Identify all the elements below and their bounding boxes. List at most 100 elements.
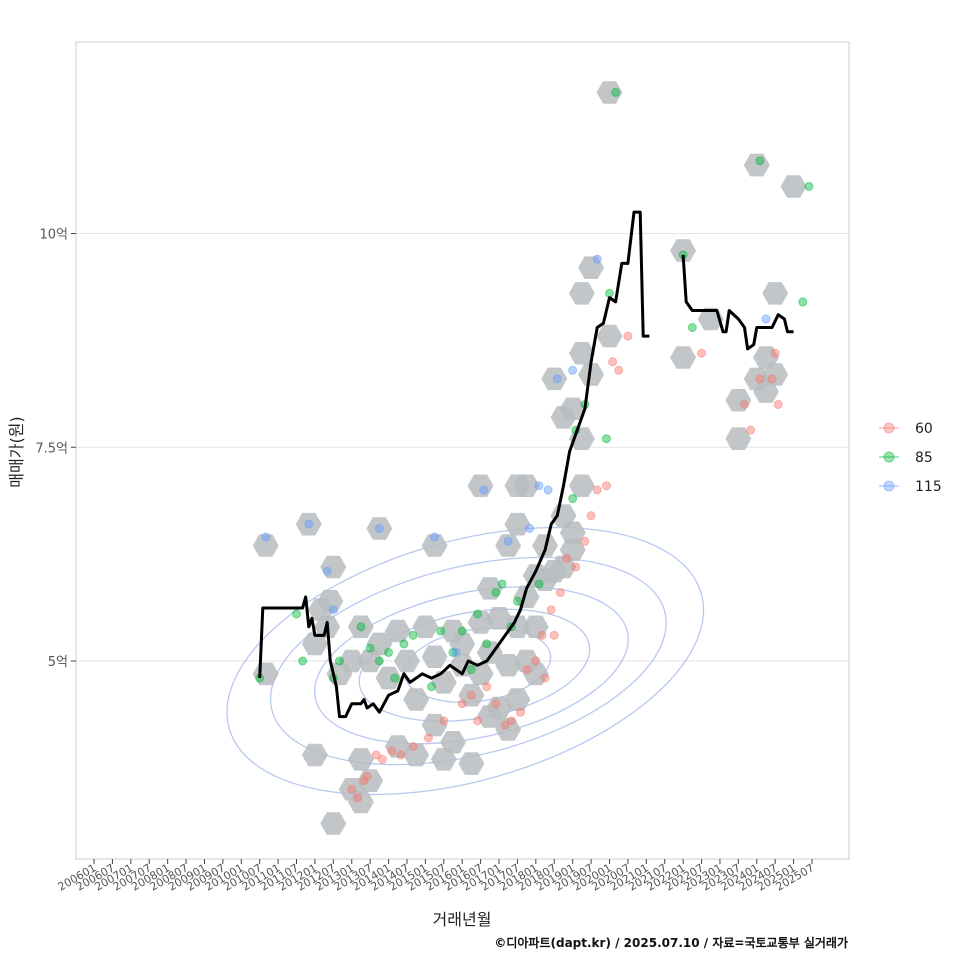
data-point-60 (377, 754, 387, 764)
y-axis-title: 매매가(원) (7, 416, 26, 487)
data-point-115 (304, 519, 314, 529)
legend-key-dot (883, 422, 895, 434)
data-point-85 (466, 665, 476, 675)
data-point-60 (396, 750, 406, 760)
data-point-115 (761, 314, 771, 324)
hexbin (347, 615, 374, 639)
data-point-85 (611, 87, 621, 97)
contour-ring (313, 586, 629, 745)
data-point-115 (592, 254, 602, 264)
data-point-60 (540, 673, 550, 683)
data-point-85 (601, 434, 611, 444)
data-point-85 (436, 626, 446, 636)
data-point-115 (261, 532, 271, 542)
y-tick-label: 5억 (48, 655, 68, 670)
hexbin (375, 666, 402, 690)
data-point-60 (608, 357, 618, 367)
data-point-60 (408, 742, 418, 751)
data-point-60 (623, 331, 633, 341)
data-point-85 (298, 656, 308, 666)
data-point-85 (384, 647, 394, 657)
data-point-85 (473, 609, 483, 619)
hexbin (421, 534, 448, 557)
data-point-85 (457, 626, 467, 636)
data-point-60 (531, 656, 541, 666)
hexbin (504, 688, 531, 711)
data-point-60 (347, 784, 357, 794)
y-axis-ticks: 5억 7.5억 10억 (35, 228, 76, 670)
hexbin (513, 474, 540, 497)
data-point-60 (746, 425, 756, 435)
legend-label: 60 (915, 421, 933, 437)
median-price-line-recent (681, 254, 794, 351)
data-point-60 (371, 750, 381, 760)
legend: 60 85 115 (879, 421, 942, 495)
hexbin (440, 731, 466, 754)
legend-label: 85 (915, 450, 933, 466)
data-point-85 (497, 579, 507, 589)
data-point-60 (770, 348, 780, 358)
data-point-60 (614, 365, 624, 375)
data-point-60 (522, 665, 532, 675)
data-point-85 (448, 647, 458, 657)
y-tick-label: 7.5억 (35, 441, 68, 456)
data-point-60 (387, 746, 397, 756)
panel-background (75, 41, 850, 860)
data-point-115 (543, 485, 553, 495)
data-point-85 (374, 656, 384, 666)
data-point-115 (525, 523, 535, 533)
data-point-60 (549, 630, 559, 640)
hexbin (753, 346, 779, 369)
data-point-85 (292, 609, 302, 619)
data-point-85 (568, 494, 578, 504)
hexbin (338, 649, 365, 673)
median-price-line (258, 210, 650, 719)
data-point-60 (592, 485, 602, 495)
data-point-60 (773, 400, 783, 409)
data-point-60 (571, 562, 581, 572)
hexbin (504, 512, 531, 536)
hexbin (421, 645, 448, 668)
data-point-60 (500, 720, 510, 730)
data-point-85 (356, 622, 366, 632)
hexbin (458, 752, 485, 775)
data-point-60 (601, 481, 611, 491)
hexbin (357, 649, 384, 673)
data-point-60 (482, 682, 492, 692)
data-point-115 (430, 532, 440, 542)
data-point-60 (473, 716, 483, 726)
data-point-60 (362, 771, 372, 781)
hexbin (596, 81, 623, 104)
data-point-115 (328, 605, 338, 615)
hexbin (559, 521, 586, 544)
hexbin (295, 512, 322, 536)
data-point-85 (390, 673, 400, 683)
x-axis-title: 거래년월 (433, 910, 492, 929)
hexbin (412, 615, 439, 639)
hexbin (513, 585, 540, 609)
hexbin (486, 607, 512, 630)
hexbin (522, 615, 549, 639)
data-point-85 (798, 297, 808, 307)
hexbin (421, 713, 448, 737)
data-point-60 (580, 536, 590, 546)
data-point-85 (804, 181, 814, 191)
legend-label: 115 (915, 479, 942, 495)
median-line-layer (258, 210, 794, 719)
hexbin (301, 632, 328, 656)
hexbin (780, 175, 807, 198)
data-point-85 (491, 588, 501, 598)
data-point-60 (586, 511, 596, 521)
hexbin (301, 743, 328, 767)
hexbin (430, 748, 457, 771)
hexbin (578, 363, 605, 386)
data-point-60 (506, 716, 516, 726)
hexbin (384, 735, 411, 758)
hexbin (762, 282, 789, 305)
hexbin (467, 662, 494, 686)
data-point-85 (482, 639, 492, 649)
hexbin (753, 380, 779, 403)
hexbin (725, 427, 752, 450)
data-point-60 (491, 699, 501, 709)
y-tick-label: 10억 (39, 228, 68, 243)
